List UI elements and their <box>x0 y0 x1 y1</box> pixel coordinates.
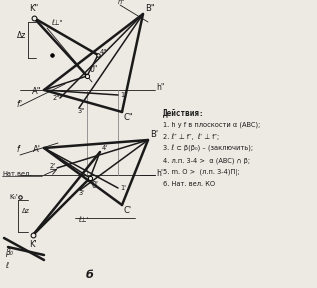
Text: 4": 4" <box>100 49 107 55</box>
Text: K": K" <box>29 4 39 13</box>
Text: 1": 1" <box>120 92 127 98</box>
Text: C": C" <box>124 113 134 122</box>
Text: 3': 3' <box>79 190 85 196</box>
Text: β₀: β₀ <box>5 248 13 257</box>
Text: B': B' <box>150 130 158 139</box>
Text: 2. ℓ″ ⊥ f″,  ℓ′ ⊥ f″;: 2. ℓ″ ⊥ f″, ℓ′ ⊥ f″; <box>163 133 219 140</box>
Text: 1. h у f в плоскости α (ABC);: 1. h у f в плоскости α (ABC); <box>163 121 260 128</box>
Text: 1': 1' <box>120 185 126 191</box>
Text: ℓ⊥': ℓ⊥' <box>78 217 88 223</box>
Text: Нат.вел.: Нат.вел. <box>2 171 31 177</box>
Text: C': C' <box>124 206 132 215</box>
Text: 2": 2" <box>53 95 60 101</box>
Text: 0": 0" <box>89 65 97 74</box>
Text: h": h" <box>156 84 165 92</box>
Text: ℓ⊥": ℓ⊥" <box>51 20 62 26</box>
Text: ℓ: ℓ <box>5 261 8 270</box>
Text: h': h' <box>156 168 163 177</box>
Text: n": n" <box>118 0 125 5</box>
Text: 4': 4' <box>102 145 108 151</box>
Text: B": B" <box>145 4 155 13</box>
Text: A': A' <box>33 145 41 154</box>
Text: б: б <box>86 270 94 280</box>
Text: 4. л.п. 3-4 >  α (ABC) ∩ β;: 4. л.п. 3-4 > α (ABC) ∩ β; <box>163 157 250 164</box>
Text: A": A" <box>31 86 41 96</box>
Text: f': f' <box>16 145 21 154</box>
Text: Δz: Δz <box>17 31 26 40</box>
Text: Δz: Δz <box>22 208 30 214</box>
Text: K₀': K₀' <box>9 194 18 200</box>
Text: Действия:: Действия: <box>163 108 205 117</box>
Text: K': K' <box>29 240 37 249</box>
Text: 3. ℓ ⊂ β(β₀) – (заключить);: 3. ℓ ⊂ β(β₀) – (заключить); <box>163 145 253 152</box>
Text: 2': 2' <box>50 163 56 169</box>
Text: f": f" <box>16 100 22 109</box>
Text: 5. m. O >  (л.п. 3-4)Π|;: 5. m. O > (л.п. 3-4)Π|; <box>163 169 240 176</box>
Text: 0': 0' <box>92 181 99 190</box>
Text: 6. Нат. вел. КО: 6. Нат. вел. КО <box>163 181 215 187</box>
Text: 3": 3" <box>78 108 85 114</box>
